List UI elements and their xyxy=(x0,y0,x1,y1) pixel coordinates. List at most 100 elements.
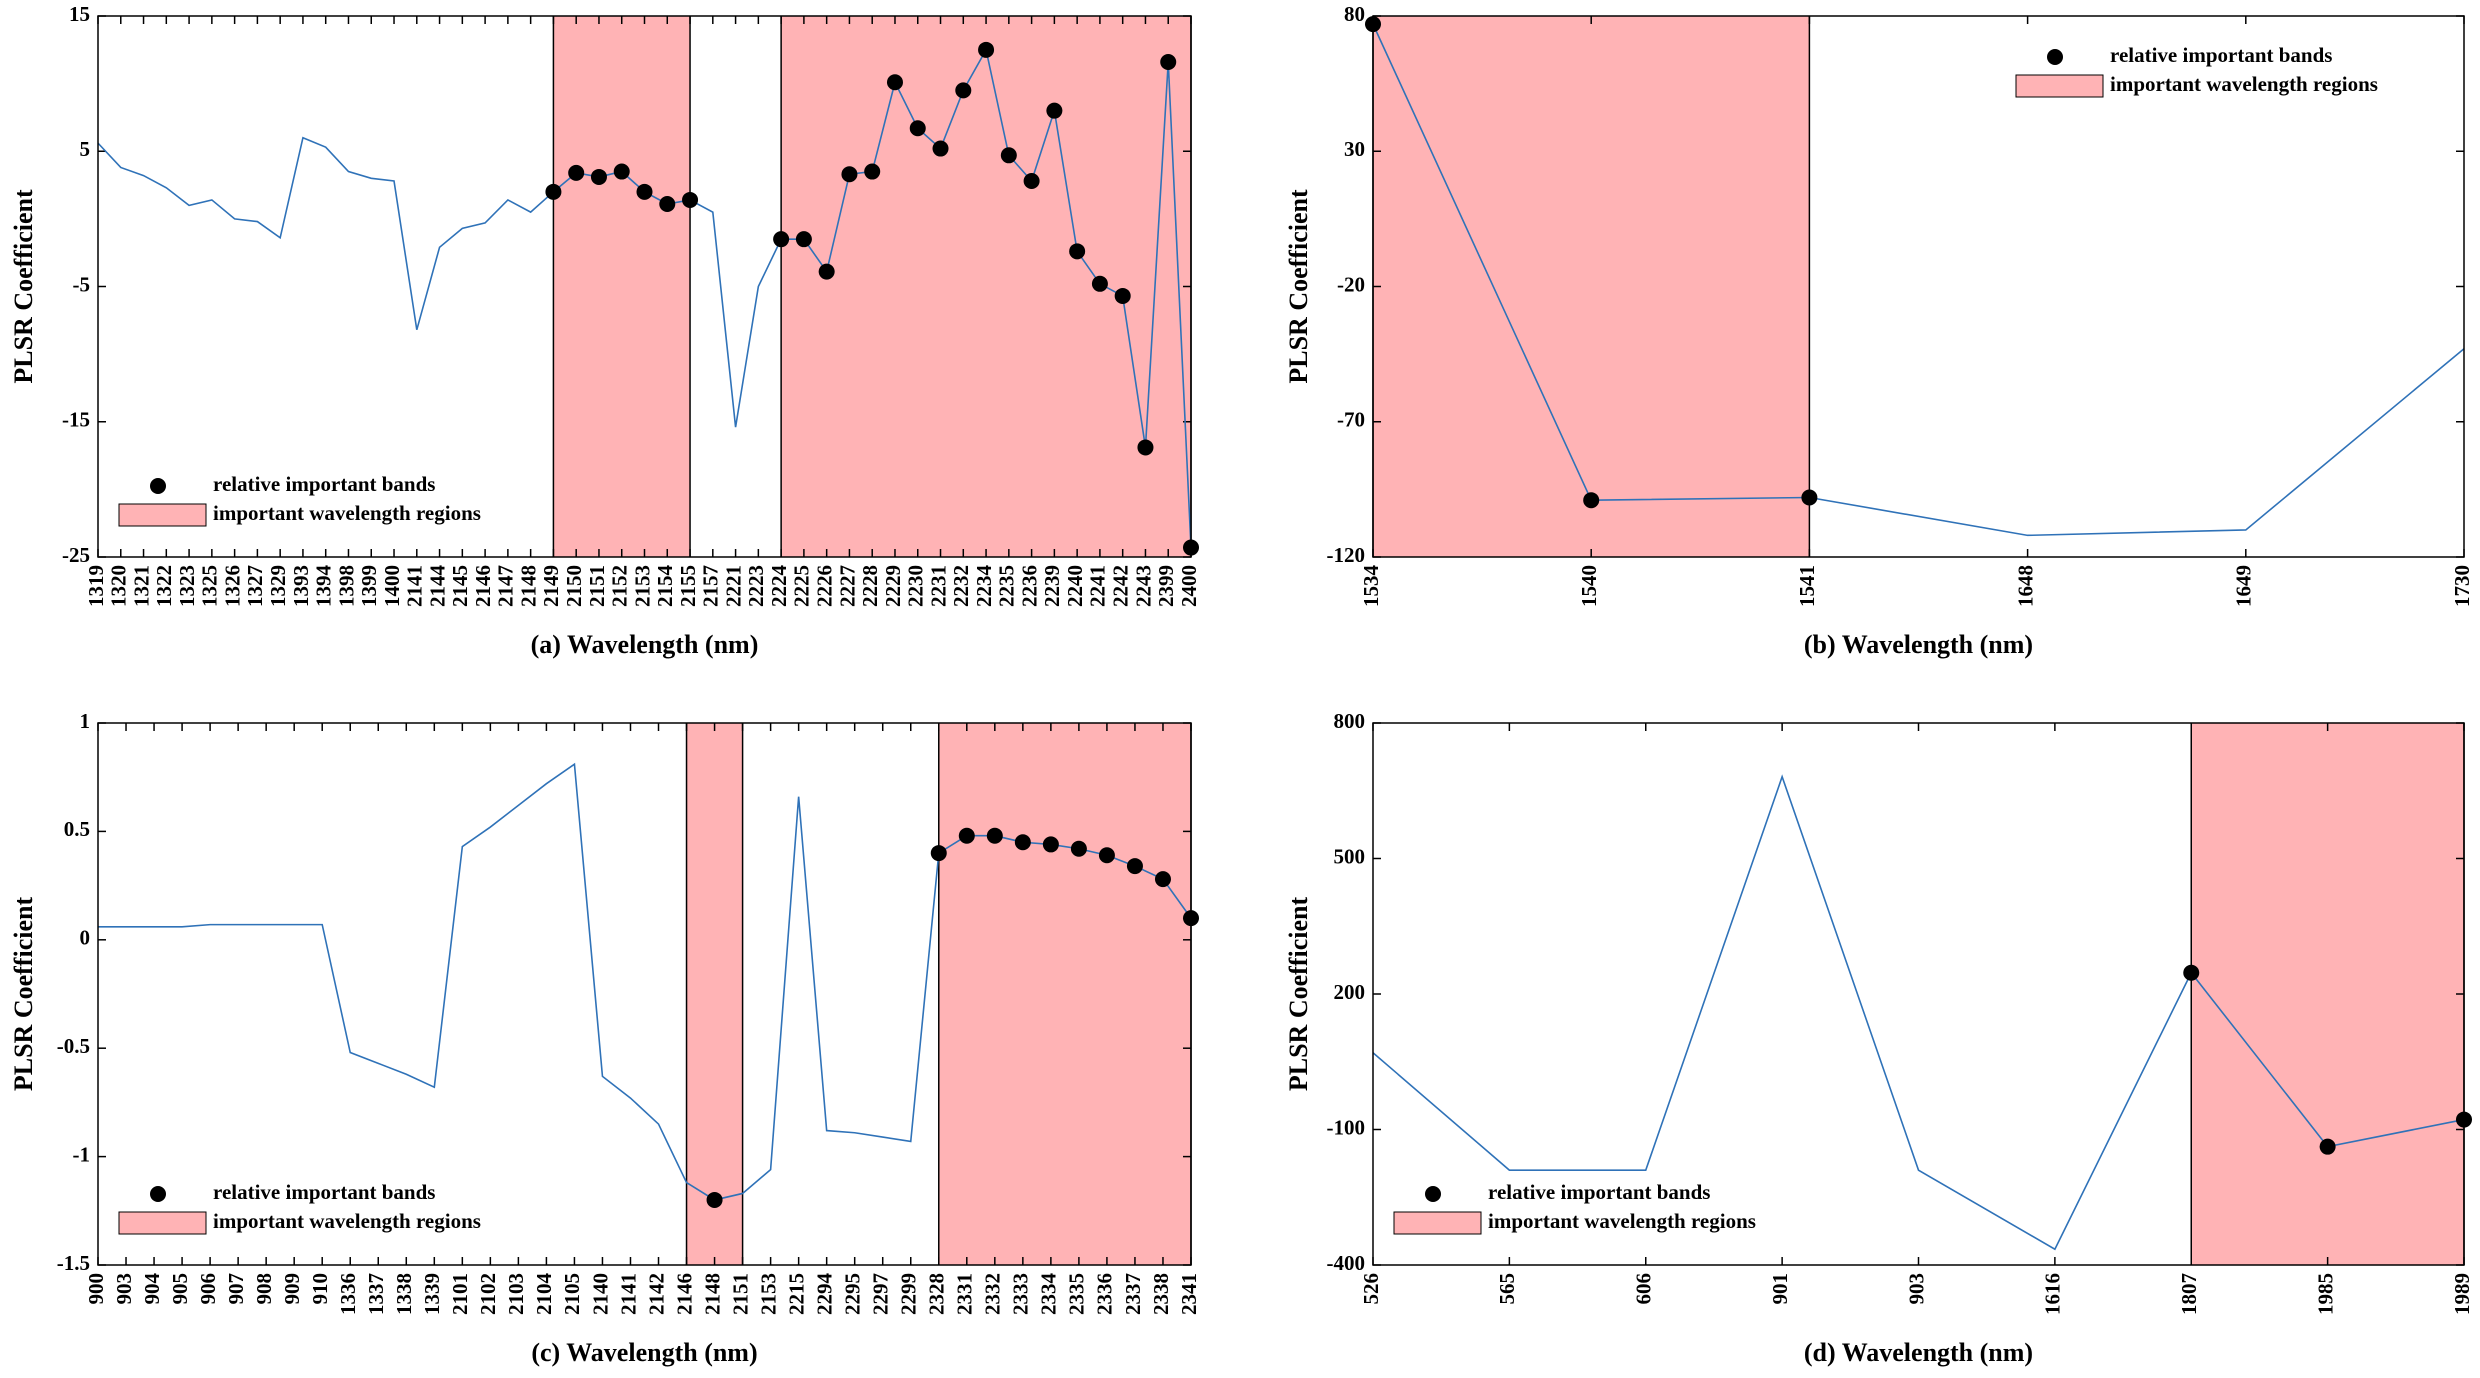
x-tick-label: 2240 xyxy=(1063,565,1087,607)
x-tick-label: 2223 xyxy=(744,565,768,607)
x-tick-label: 2103 xyxy=(504,1273,528,1315)
region xyxy=(1373,16,1810,557)
x-tick-label: 2227 xyxy=(835,565,859,607)
y-tick-label: 1 xyxy=(80,709,91,733)
x-tick-label: 2146 xyxy=(471,565,495,607)
x-tick-label: 1393 xyxy=(289,565,313,607)
x-tick-label: 2335 xyxy=(1065,1273,1089,1315)
data-line xyxy=(1372,774,2465,1251)
region xyxy=(938,723,1191,1265)
important-band-marker xyxy=(841,166,858,183)
x-tick-label: 1541 xyxy=(1795,565,1819,607)
y-tick-label: 15 xyxy=(69,2,90,26)
x-tick-label: 2297 xyxy=(869,1273,893,1315)
x-tick-label: 2148 xyxy=(516,565,540,607)
x-tick-label: 2153 xyxy=(630,565,654,607)
x-tick-label: 2332 xyxy=(981,1273,1005,1315)
x-tick-label: 2140 xyxy=(588,1273,612,1315)
x-tick-label: 2295 xyxy=(841,1273,865,1315)
x-tick-label: 2142 xyxy=(644,1273,668,1315)
y-tick-label: 80 xyxy=(1344,2,1365,26)
x-tick-label: 565 xyxy=(1495,1273,1519,1305)
y-tick-label: 5 xyxy=(80,137,91,161)
region xyxy=(686,723,743,1265)
x-tick-label: 2101 xyxy=(448,1273,472,1315)
important-band-marker xyxy=(1070,840,1087,857)
x-tick-label: 2150 xyxy=(562,565,586,607)
y-tick-label: 0 xyxy=(80,926,91,950)
y-tick-label: 200 xyxy=(1334,980,1366,1004)
x-tick-label: 2144 xyxy=(425,565,449,608)
x-tick-label: 907 xyxy=(224,1273,248,1305)
x-tick-label: 1319 xyxy=(84,565,108,607)
x-tick-label: 908 xyxy=(252,1273,276,1305)
y-axis-title: PLSR Coefficient xyxy=(1284,189,1313,384)
important-band-marker xyxy=(2319,1138,2336,1155)
x-tick-label: 1322 xyxy=(152,565,176,607)
important-band-marker xyxy=(1023,173,1040,190)
x-tick-label: 2154 xyxy=(653,565,677,608)
x-tick-label: 2338 xyxy=(1149,1273,1173,1315)
x-tick-label: 903 xyxy=(112,1273,136,1305)
important-band-marker xyxy=(568,164,585,181)
y-axis-title: PLSR Coefficient xyxy=(1284,897,1313,1092)
y-tick-label: -100 xyxy=(1327,1115,1366,1139)
important-band-marker xyxy=(1042,836,1059,853)
x-tick-label: 2224 xyxy=(767,565,791,608)
x-tick-label: 903 xyxy=(1904,1273,1928,1305)
important-band-marker xyxy=(1114,287,1131,304)
important-band-marker xyxy=(909,120,926,137)
important-band-marker xyxy=(1098,847,1115,864)
important-band-marker xyxy=(659,195,676,212)
x-tick-label: 2148 xyxy=(700,1273,724,1315)
x-tick-label: 2228 xyxy=(858,565,882,607)
x-tick-label: 1326 xyxy=(220,565,244,607)
x-tick-label: 2341 xyxy=(1177,1273,1201,1315)
y-tick-label: 30 xyxy=(1344,137,1365,161)
x-tick-label: 2229 xyxy=(881,565,905,607)
x-tick-label: 1985 xyxy=(2313,1273,2337,1315)
x-tick-label: 2331 xyxy=(953,1273,977,1315)
important-band-marker xyxy=(978,41,995,58)
x-tick-label: 2328 xyxy=(925,1273,949,1315)
x-tick-label: 2151 xyxy=(585,565,609,607)
x-tick-label: 2141 xyxy=(403,565,427,607)
y-tick-label: -70 xyxy=(1337,408,1365,432)
x-tick-label: 2157 xyxy=(699,565,723,607)
panel: -120 -70 -20 30 80 1534 1540 1541 1648 1649 1730 (b… xyxy=(1284,2,2474,659)
x-tick-label: 2236 xyxy=(1017,565,1041,607)
y-tick-label: -25 xyxy=(62,543,90,567)
x-tick-label: 2221 xyxy=(721,565,745,607)
plot-frame xyxy=(97,15,1192,558)
important-band-marker xyxy=(930,845,947,862)
x-tick-label: 905 xyxy=(168,1273,192,1305)
legend-label: relative important bands xyxy=(213,472,435,496)
x-tick-label: 1398 xyxy=(334,565,358,607)
x-tick-label: 2155 xyxy=(676,565,700,607)
legend-marker xyxy=(150,478,166,494)
important-band-marker xyxy=(958,827,975,844)
important-band-marker xyxy=(932,140,949,157)
important-band-marker xyxy=(864,163,881,180)
x-tick-label: 1400 xyxy=(380,565,404,607)
x-tick-label: 2145 xyxy=(448,565,472,607)
important-band-marker xyxy=(795,231,812,248)
important-band-marker xyxy=(636,183,653,200)
x-tick-label: 2235 xyxy=(995,565,1019,607)
data-line xyxy=(1372,23,2465,537)
legend-marker xyxy=(2047,49,2063,65)
panel: -25-15-551513191320132113221323132513261… xyxy=(9,2,1201,659)
x-tick-label: 2299 xyxy=(897,1273,921,1315)
x-tick-label: 1327 xyxy=(243,565,267,607)
plot-frame xyxy=(1372,15,2465,558)
legend-swatch xyxy=(118,1211,207,1235)
important-band-marker xyxy=(682,191,699,208)
important-band-marker xyxy=(1583,492,1600,509)
x-tick-label: 2294 xyxy=(812,1273,836,1316)
x-tick-label: 2152 xyxy=(608,565,632,607)
y-axis-title: PLSR Coefficient xyxy=(9,189,38,384)
x-tick-label: 1534 xyxy=(1359,565,1383,608)
legend-label: relative important bands xyxy=(1488,1180,1710,1204)
x-tick-label: 2215 xyxy=(784,1273,808,1315)
y-tick-label: 800 xyxy=(1334,709,1366,733)
